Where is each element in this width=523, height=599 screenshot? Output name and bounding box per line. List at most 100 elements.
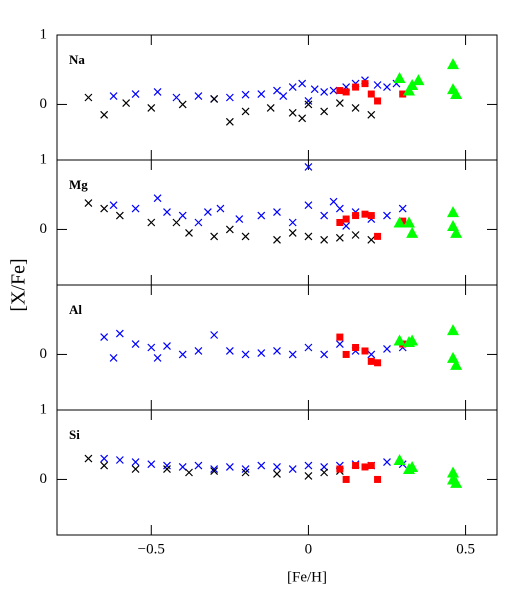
point bbox=[403, 216, 415, 228]
point bbox=[115, 329, 124, 338]
point bbox=[374, 232, 382, 240]
point bbox=[210, 331, 219, 339]
point bbox=[406, 334, 419, 346]
point bbox=[335, 99, 344, 107]
point bbox=[225, 225, 234, 234]
point bbox=[185, 228, 193, 237]
point bbox=[320, 235, 329, 244]
y-tick-label: 1 bbox=[40, 26, 48, 42]
point bbox=[225, 463, 234, 471]
point bbox=[361, 80, 369, 88]
point bbox=[194, 347, 203, 355]
point bbox=[304, 343, 313, 352]
point bbox=[225, 93, 234, 102]
point bbox=[329, 86, 338, 95]
point bbox=[84, 454, 93, 463]
point bbox=[329, 197, 338, 206]
point bbox=[447, 466, 459, 478]
point bbox=[335, 233, 344, 242]
point bbox=[273, 347, 281, 355]
point bbox=[351, 231, 360, 239]
point bbox=[406, 226, 419, 238]
point bbox=[335, 204, 344, 213]
point bbox=[172, 218, 181, 227]
point bbox=[147, 460, 156, 469]
point bbox=[241, 232, 250, 241]
point bbox=[304, 201, 313, 210]
point bbox=[131, 204, 140, 213]
point bbox=[210, 94, 219, 103]
point bbox=[115, 456, 124, 464]
point bbox=[406, 460, 419, 472]
point bbox=[447, 58, 459, 70]
point bbox=[351, 103, 360, 112]
point bbox=[241, 350, 250, 359]
point bbox=[225, 117, 234, 126]
point bbox=[225, 347, 234, 355]
point bbox=[393, 72, 406, 84]
y-axis-label: [X/Fe] bbox=[8, 258, 30, 311]
point bbox=[178, 100, 187, 109]
y-tick-label: 0 bbox=[40, 221, 48, 237]
point bbox=[335, 340, 344, 348]
point bbox=[367, 235, 376, 244]
point bbox=[279, 92, 288, 101]
point bbox=[288, 83, 297, 92]
x-tick-label: 0.5 bbox=[456, 541, 475, 557]
point bbox=[131, 340, 140, 348]
point bbox=[373, 81, 382, 89]
point bbox=[367, 90, 375, 98]
point bbox=[367, 462, 375, 470]
point bbox=[273, 463, 281, 471]
x-axis-label: [Fe/H] bbox=[287, 569, 327, 585]
point bbox=[288, 465, 297, 473]
y-tick-label: 1 bbox=[40, 151, 48, 167]
point bbox=[100, 333, 109, 342]
point bbox=[393, 216, 406, 228]
point bbox=[336, 219, 344, 226]
point bbox=[153, 194, 162, 203]
point bbox=[153, 353, 162, 362]
point bbox=[178, 350, 187, 359]
y-tick-label: 0 bbox=[40, 96, 48, 112]
point bbox=[210, 232, 219, 241]
point bbox=[399, 217, 407, 225]
panel-frame bbox=[56, 159, 498, 286]
point bbox=[342, 88, 350, 96]
point bbox=[147, 343, 156, 352]
point bbox=[210, 467, 219, 476]
x-tick-label: −0.5 bbox=[138, 541, 165, 557]
panel-frame bbox=[56, 409, 498, 536]
point bbox=[147, 103, 156, 112]
point bbox=[336, 87, 344, 95]
point bbox=[178, 211, 187, 220]
point bbox=[304, 461, 313, 470]
point bbox=[235, 215, 244, 223]
point bbox=[185, 468, 193, 477]
point bbox=[153, 88, 162, 96]
point bbox=[352, 212, 360, 220]
point bbox=[383, 83, 391, 92]
panel-frame bbox=[56, 284, 498, 411]
point bbox=[84, 93, 93, 102]
point bbox=[450, 358, 463, 370]
point bbox=[406, 79, 419, 90]
point bbox=[273, 469, 281, 478]
point bbox=[178, 463, 187, 471]
point bbox=[100, 454, 109, 463]
point bbox=[100, 110, 109, 119]
point bbox=[393, 334, 406, 346]
point bbox=[147, 218, 156, 227]
point bbox=[447, 324, 459, 336]
panel-frame bbox=[56, 34, 498, 161]
point bbox=[273, 208, 281, 217]
point bbox=[273, 86, 281, 95]
point bbox=[320, 211, 329, 220]
point bbox=[374, 97, 382, 105]
point bbox=[131, 458, 140, 467]
point bbox=[320, 107, 329, 116]
point bbox=[194, 218, 203, 227]
point bbox=[194, 461, 203, 470]
point bbox=[241, 468, 250, 477]
